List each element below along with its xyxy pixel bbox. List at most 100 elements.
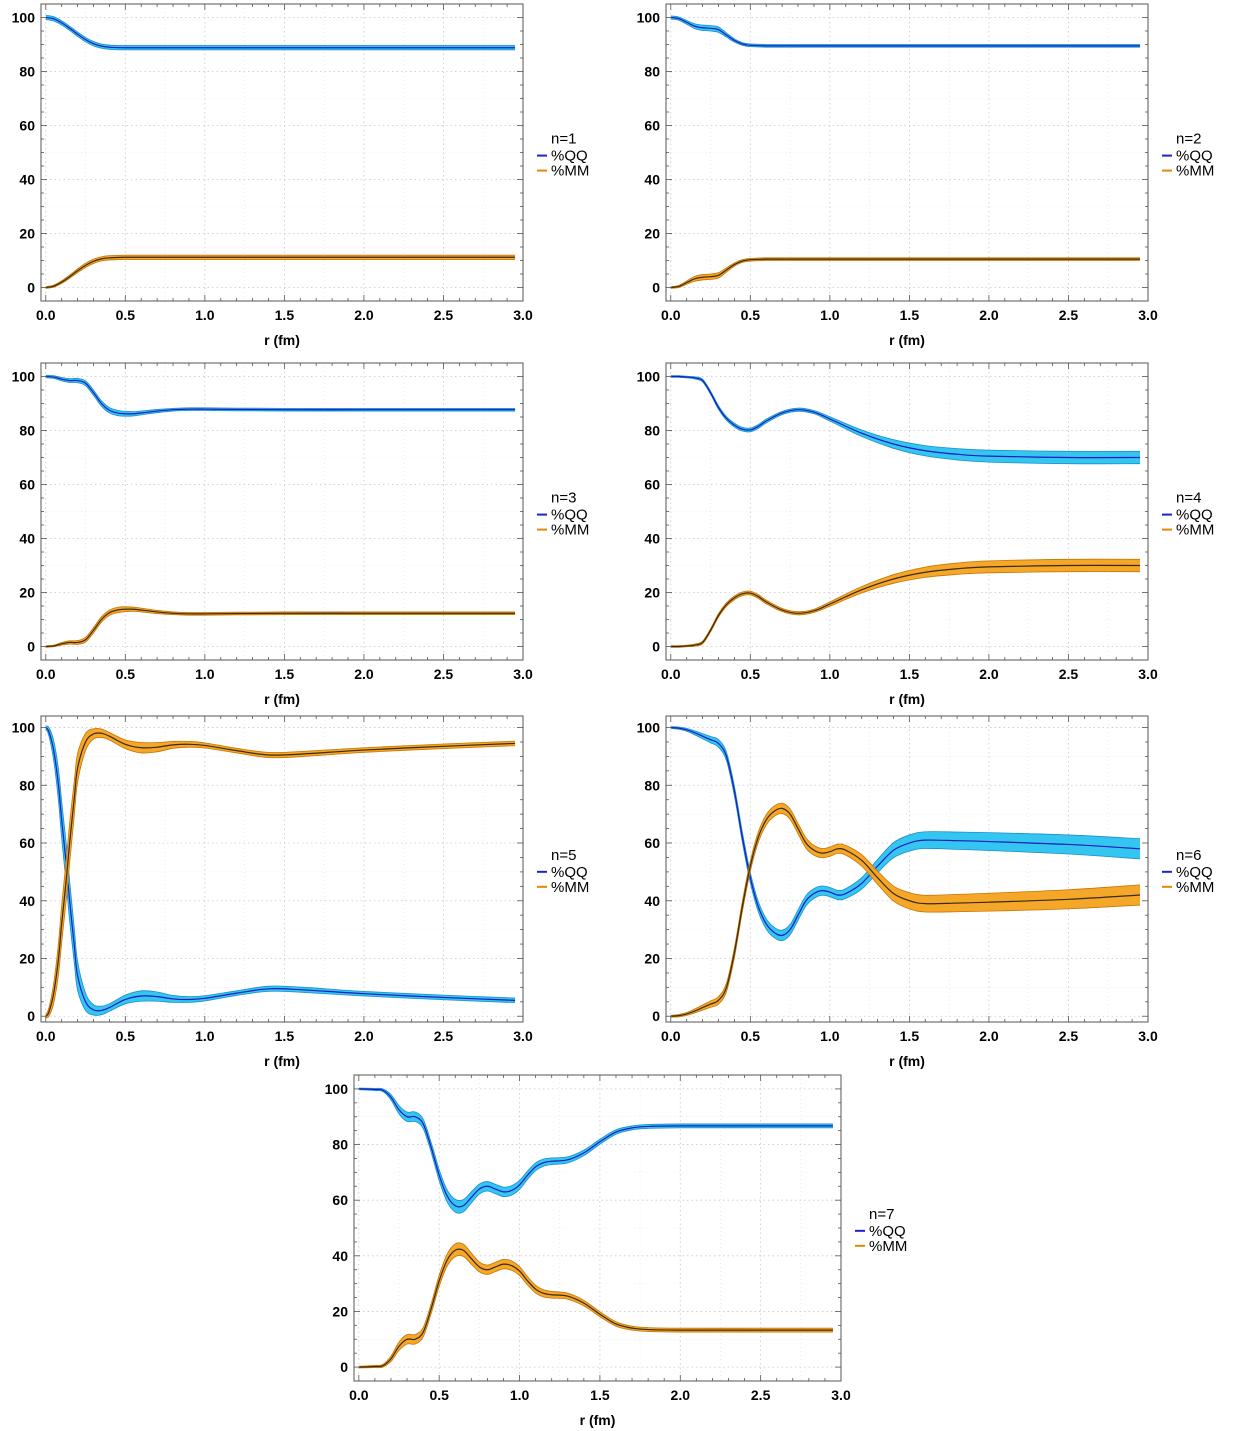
y-tick-label: 40 bbox=[19, 172, 35, 188]
axis-ticks bbox=[41, 363, 524, 660]
series-band-lower bbox=[358, 1089, 833, 1214]
y-tick-label: 0 bbox=[652, 280, 660, 296]
x-tick-label: 0.0 bbox=[661, 1028, 681, 1044]
series-band-lower bbox=[45, 19, 516, 51]
x-tick-label: 0.0 bbox=[661, 666, 681, 682]
grid bbox=[666, 716, 1149, 1022]
legend-title: n=6 bbox=[1176, 847, 1201, 864]
y-tick-label: 20 bbox=[19, 585, 35, 601]
chart-panel: 0.0 0.5 1.0 1.5 2.0 2.5 3.0 0 20 40 60 80 100 r (fm) n… bbox=[625, 712, 1238, 1069]
x-tick-label: 0.5 bbox=[116, 1028, 136, 1044]
x-axis-title: r (fm) bbox=[264, 691, 300, 707]
series-band-lower bbox=[45, 737, 516, 1019]
legend: n=3%QQ%MM bbox=[537, 490, 589, 539]
y-tick-label: 20 bbox=[332, 1303, 348, 1319]
y-tick-label: 60 bbox=[19, 477, 35, 493]
series-band-upper bbox=[45, 725, 516, 1007]
axis-ticks bbox=[666, 716, 1149, 1022]
x-tick-label: 2.5 bbox=[1059, 666, 1079, 682]
grid bbox=[41, 363, 524, 660]
chart-svg: 0.0 0.5 1.0 1.5 2.0 2.5 3.0 0 20 40 60 80 100 r (fm) n… bbox=[12, 3, 589, 348]
y-tick-label: 0 bbox=[27, 1008, 35, 1024]
x-tick-label: 2.5 bbox=[751, 1387, 771, 1403]
y-tick-label: 60 bbox=[332, 1192, 348, 1208]
legend-entry: %QQ bbox=[1176, 148, 1213, 165]
series-band-upper bbox=[670, 726, 1141, 931]
legend-entry: %MM bbox=[551, 522, 589, 539]
chart-svg: 0.0 0.5 1.0 1.5 2.0 2.5 3.0 0 20 40 60 80 100 r (fm) n… bbox=[637, 362, 1214, 707]
legend: n=2%QQ%MM bbox=[1162, 131, 1214, 180]
series-band-upper bbox=[45, 606, 516, 647]
y-tick-label: 100 bbox=[637, 720, 661, 736]
series-line bbox=[670, 375, 1141, 459]
y-tick-label: 20 bbox=[644, 585, 660, 601]
legend-entry: %MM bbox=[1176, 879, 1214, 896]
x-axis-title: r (fm) bbox=[264, 332, 300, 348]
plot-frame bbox=[40, 715, 524, 1023]
series-line bbox=[670, 726, 1141, 937]
legend: n=7%QQ%MM bbox=[855, 1206, 907, 1255]
series-line bbox=[45, 375, 516, 415]
series-line bbox=[670, 807, 1141, 1017]
series-line bbox=[670, 258, 1141, 289]
series-line bbox=[670, 16, 1141, 47]
series-band-lower bbox=[358, 1255, 833, 1369]
series-band-lower bbox=[670, 813, 1141, 1018]
y-tick-label: 80 bbox=[19, 423, 35, 439]
x-tick-label: 3.0 bbox=[831, 1387, 851, 1403]
chart-panel: 0.0 0.5 1.0 1.5 2.0 2.5 3.0 0 20 40 60 80 100 r (fm) n… bbox=[625, 0, 1238, 356]
legend-title: n=2 bbox=[1176, 131, 1201, 148]
x-tick-label: 1.5 bbox=[275, 666, 295, 682]
legend-entry: %QQ bbox=[869, 1223, 906, 1240]
y-tick-label: 60 bbox=[644, 835, 660, 851]
x-tick-label: 3.0 bbox=[513, 1028, 533, 1044]
x-tick-label: 1.5 bbox=[590, 1387, 610, 1403]
x-tick-label: 1.5 bbox=[275, 1028, 295, 1044]
x-axis-title: r (fm) bbox=[580, 1412, 616, 1428]
legend: n=6%QQ%MM bbox=[1162, 847, 1214, 896]
x-tick-label: 1.0 bbox=[195, 307, 215, 323]
y-tick-label: 40 bbox=[644, 172, 660, 188]
x-tick-label: 2.5 bbox=[434, 307, 454, 323]
x-tick-label: 3.0 bbox=[1138, 307, 1158, 323]
legend-title: n=7 bbox=[869, 1206, 894, 1223]
series-band-upper bbox=[670, 558, 1141, 647]
y-tick-label: 0 bbox=[652, 639, 660, 655]
legend-title: n=1 bbox=[551, 131, 576, 148]
legend-title: n=3 bbox=[551, 490, 576, 507]
x-tick-label: 1.0 bbox=[510, 1387, 530, 1403]
x-tick-label: 3.0 bbox=[513, 307, 533, 323]
x-tick-label: 3.0 bbox=[1138, 666, 1158, 682]
series-band-upper bbox=[45, 374, 516, 413]
y-tick-label: 60 bbox=[19, 118, 35, 134]
x-tick-label: 1.5 bbox=[275, 307, 295, 323]
plot-frame bbox=[353, 1074, 842, 1382]
series-band-upper bbox=[358, 1242, 833, 1367]
y-tick-label: 100 bbox=[637, 369, 661, 385]
legend: n=1%QQ%MM bbox=[537, 131, 589, 180]
legend-entry: %QQ bbox=[551, 507, 588, 524]
legend: n=5%QQ%MM bbox=[537, 847, 589, 896]
legend-entry: %MM bbox=[1176, 522, 1214, 539]
series-band-lower bbox=[670, 376, 1141, 465]
y-tick-label: 20 bbox=[644, 950, 660, 966]
series-band-lower bbox=[670, 571, 1141, 648]
x-tick-label: 3.0 bbox=[1138, 1028, 1158, 1044]
x-tick-label: 2.5 bbox=[1059, 1028, 1079, 1044]
y-tick-label: 40 bbox=[644, 531, 660, 547]
y-tick-label: 40 bbox=[332, 1248, 348, 1264]
x-tick-label: 0.5 bbox=[741, 307, 761, 323]
axis-ticks bbox=[666, 363, 1149, 660]
axis-ticks bbox=[41, 4, 524, 301]
y-tick-label: 0 bbox=[340, 1359, 348, 1375]
x-tick-label: 1.0 bbox=[820, 1028, 840, 1044]
x-tick-label: 1.5 bbox=[900, 1028, 920, 1044]
series-band-lower bbox=[670, 18, 1141, 48]
y-tick-label: 80 bbox=[19, 64, 35, 80]
x-tick-label: 0.0 bbox=[661, 307, 681, 323]
x-tick-label: 1.0 bbox=[195, 666, 215, 682]
x-tick-label: 1.5 bbox=[900, 666, 920, 682]
series-band-upper bbox=[45, 254, 516, 288]
x-tick-label: 1.0 bbox=[195, 1028, 215, 1044]
x-tick-label: 0.5 bbox=[429, 1387, 449, 1403]
